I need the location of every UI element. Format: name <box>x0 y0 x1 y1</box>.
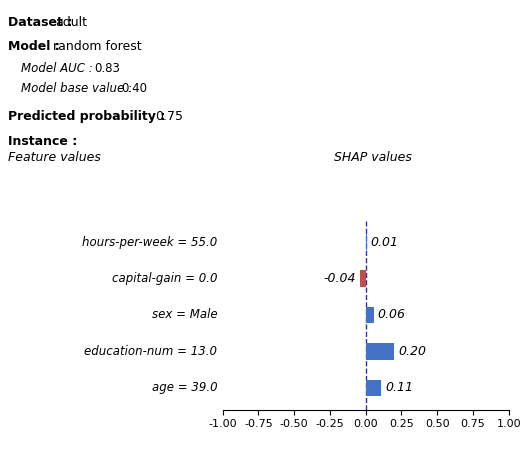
Text: Model AUC :: Model AUC : <box>21 62 93 75</box>
Text: capital-gain = 0.0: capital-gain = 0.0 <box>112 272 217 285</box>
Text: education-num = 13.0: education-num = 13.0 <box>84 345 217 358</box>
Text: Instance :: Instance : <box>8 135 77 148</box>
Text: Dataset :: Dataset : <box>8 16 72 29</box>
Text: Model :: Model : <box>8 40 60 54</box>
Text: hours-per-week = 55.0: hours-per-week = 55.0 <box>82 236 217 249</box>
Text: 0.75: 0.75 <box>155 110 183 123</box>
Text: Feature values: Feature values <box>8 151 101 164</box>
Text: -0.04: -0.04 <box>324 272 356 285</box>
Text: 0.40: 0.40 <box>121 82 147 95</box>
Text: 0.01: 0.01 <box>370 236 399 249</box>
Text: 0.06: 0.06 <box>378 309 406 321</box>
Bar <box>366 379 382 396</box>
Text: 0.83: 0.83 <box>94 62 120 75</box>
Text: Model base value :: Model base value : <box>21 82 132 95</box>
Text: sex = Male: sex = Male <box>152 309 217 321</box>
Bar <box>360 270 366 287</box>
Text: random forest: random forest <box>53 40 142 54</box>
Text: 0.20: 0.20 <box>398 345 426 358</box>
Text: adult: adult <box>56 16 87 29</box>
Text: 0.11: 0.11 <box>385 381 413 394</box>
Text: Predicted probability :: Predicted probability : <box>8 110 165 123</box>
Bar <box>366 343 394 360</box>
Text: age = 39.0: age = 39.0 <box>152 381 217 394</box>
Bar <box>366 307 374 323</box>
Text: SHAP values: SHAP values <box>334 151 412 164</box>
Bar <box>366 234 367 251</box>
